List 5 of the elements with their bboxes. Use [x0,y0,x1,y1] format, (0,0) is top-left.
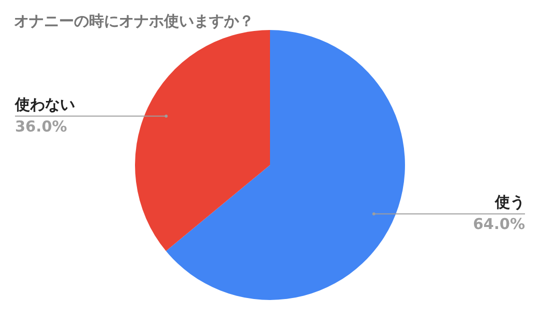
data-label: 36.0% [15,118,68,136]
data-label: 64.0% [472,215,525,234]
slice-label: 使わない [14,96,75,114]
chart-title: オナニーの時にオナホ使いますか？ [14,12,254,31]
slice-label: 使う [494,193,525,212]
